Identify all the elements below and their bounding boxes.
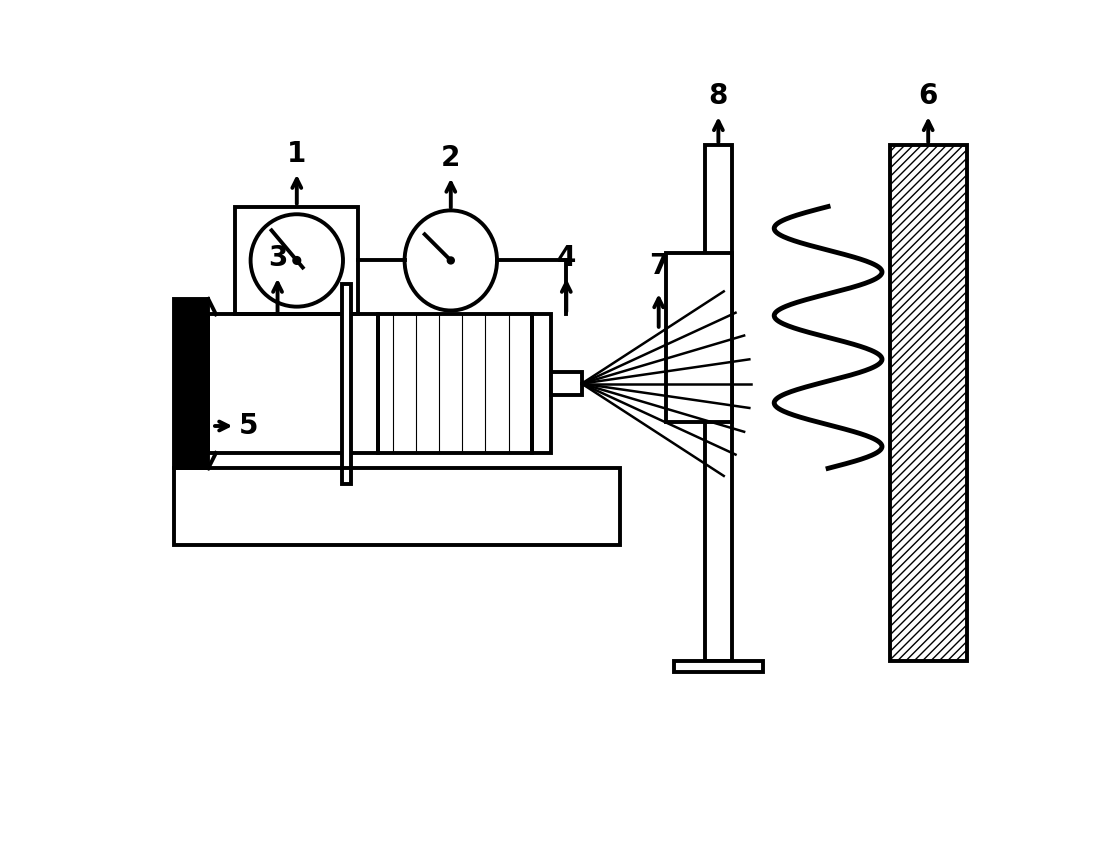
Bar	[343, 284, 352, 484]
Text: 1: 1	[287, 140, 307, 168]
Bar	[174, 469, 620, 545]
Text: 5: 5	[239, 412, 259, 440]
Text: 2: 2	[441, 144, 460, 172]
Bar	[174, 299, 208, 469]
Text: 3: 3	[268, 244, 287, 272]
Bar	[889, 145, 967, 661]
Circle shape	[447, 257, 455, 264]
Bar	[666, 253, 731, 422]
Text: 8: 8	[709, 82, 728, 110]
Bar	[551, 372, 581, 395]
Bar	[377, 315, 532, 453]
Text: 4: 4	[557, 244, 576, 272]
Text: 6: 6	[918, 82, 937, 110]
Bar	[235, 207, 358, 315]
Bar	[674, 661, 763, 672]
Bar	[208, 315, 377, 453]
Bar	[532, 315, 551, 453]
Text: 7: 7	[648, 251, 669, 280]
Bar	[704, 145, 731, 661]
Circle shape	[293, 256, 300, 264]
